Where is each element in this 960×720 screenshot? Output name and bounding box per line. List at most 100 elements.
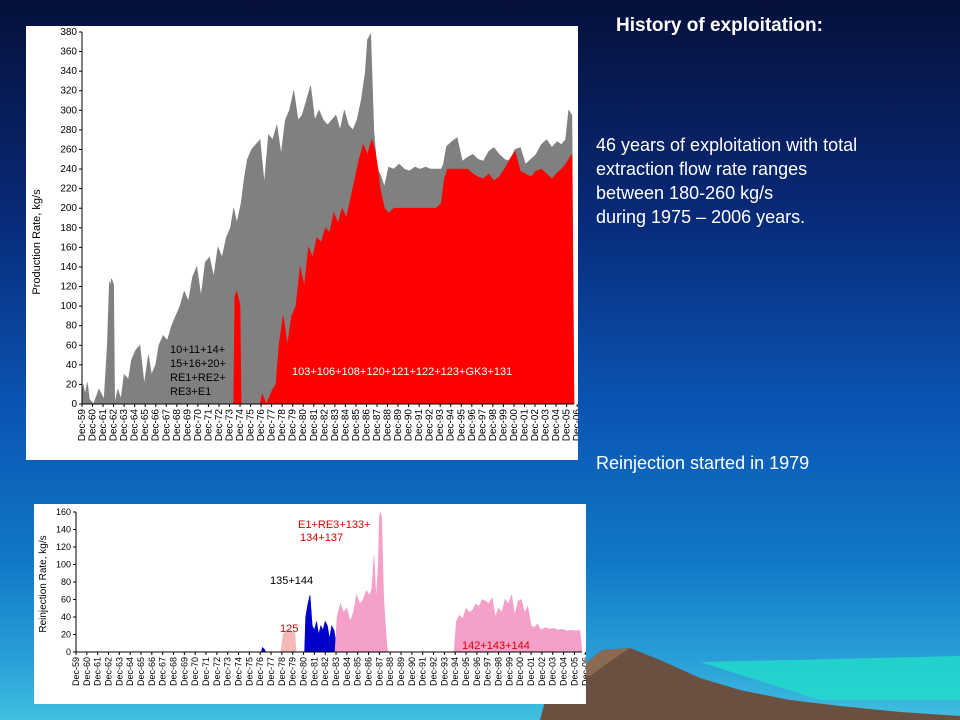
x-tick-label: Dec-80 bbox=[298, 409, 309, 442]
production-rate-chart: 0 20 40 60 80 100 120 140 160 180 200 220 240 260 280 3… bbox=[31, 27, 578, 442]
x-tick-label: Dec-70 bbox=[190, 657, 200, 686]
y-axis-label: Production Rate, kg/s bbox=[31, 189, 43, 295]
x-tick-label: Dec-72 bbox=[212, 657, 222, 686]
y-tick-label: 200 bbox=[60, 203, 77, 214]
x-tick-label: Dec-64 bbox=[130, 409, 141, 442]
x-tick-label: Dec-78 bbox=[277, 657, 287, 686]
mountain-silhouette bbox=[540, 648, 960, 720]
mountain-highlight bbox=[575, 648, 630, 676]
x-tick-label: Dec-60 bbox=[82, 657, 92, 686]
y-tick-label: 40 bbox=[66, 360, 78, 371]
x-tick-label: Dec-75 bbox=[246, 409, 257, 442]
x-tick-label: Dec-77 bbox=[266, 657, 276, 686]
x-tick-label: Dec-62 bbox=[109, 409, 120, 442]
y-tick-label: 0 bbox=[71, 399, 77, 410]
y-tick-label: 40 bbox=[61, 612, 71, 622]
y-tick-label: 120 bbox=[56, 542, 71, 552]
description-line: between 180-260 kg/s bbox=[596, 183, 774, 203]
y-tick-label: 280 bbox=[60, 125, 77, 136]
chart-annotation-wells-legacy: 15+16+20+ bbox=[170, 358, 226, 370]
x-tick-label: Dec-98 bbox=[488, 409, 499, 442]
x-tick-label: Dec-84 bbox=[340, 409, 351, 442]
y-tick-label: 100 bbox=[60, 301, 77, 312]
x-tick-label: Dec-06 bbox=[580, 657, 586, 686]
x-tick-label: Dec-65 bbox=[140, 409, 151, 442]
x-tick-label: Dec-74 bbox=[235, 409, 246, 442]
y-tick-label: 100 bbox=[56, 560, 71, 570]
x-tick-label: Dec-71 bbox=[201, 657, 211, 686]
x-tick-label: Dec-92 bbox=[429, 657, 439, 686]
x-tick-label: Dec-63 bbox=[119, 409, 130, 442]
x-tick-label: Dec-76 bbox=[256, 409, 267, 442]
x-tick-label: Dec-69 bbox=[182, 409, 193, 442]
y-tick-label: 340 bbox=[60, 66, 77, 77]
chart-annotation-well-125: 125 bbox=[280, 623, 298, 635]
x-tick-label: Dec-61 bbox=[98, 409, 109, 442]
x-tick-label: Dec-97 bbox=[483, 657, 493, 686]
x-tick-label: Dec-88 bbox=[385, 657, 395, 686]
x-tick-label: Dec-81 bbox=[309, 657, 319, 686]
y-tick-label: 20 bbox=[66, 379, 78, 390]
x-tick-label: Dec-93 bbox=[439, 657, 449, 686]
x-tick-label: Dec-71 bbox=[203, 409, 214, 442]
x-tick-label: Dec-82 bbox=[320, 657, 330, 686]
x-tick-label: Dec-95 bbox=[461, 657, 471, 686]
x-tick-label: Dec-86 bbox=[362, 409, 373, 442]
reinjection-note: Reinjection started in 1979 bbox=[596, 453, 810, 473]
x-tick-label: Dec-73 bbox=[225, 409, 236, 442]
x-tick-label: Dec-80 bbox=[299, 657, 309, 686]
x-tick-label: Dec-99 bbox=[498, 409, 509, 442]
x-tick-label: Dec-67 bbox=[158, 657, 168, 686]
x-tick-label: Dec-66 bbox=[151, 409, 162, 442]
sea-strip bbox=[700, 656, 960, 700]
x-tick-label: Dec-97 bbox=[477, 409, 488, 442]
y-tick-label: 240 bbox=[60, 164, 77, 175]
x-tick-label: Dec-93 bbox=[435, 409, 446, 442]
y-tick-label: 60 bbox=[66, 340, 78, 351]
x-tick-label: Dec-05 bbox=[569, 657, 579, 686]
x-tick-label: Dec-02 bbox=[530, 409, 541, 442]
description-line: 46 years of exploitation with total bbox=[596, 135, 858, 155]
y-tick-label: 160 bbox=[60, 242, 77, 253]
chart-annotation-wells-legacy: RE1+RE2+ bbox=[170, 372, 226, 384]
chart-annotation-wells-new: 103+106+108+120+121+122+123+GK3+131 bbox=[292, 366, 512, 378]
y-tick-label: 160 bbox=[56, 507, 71, 517]
x-tick-label: Dec-87 bbox=[374, 657, 384, 686]
x-tick-label: Dec-94 bbox=[450, 657, 460, 686]
x-tick-label: Dec-90 bbox=[404, 409, 415, 442]
y-tick-label: 80 bbox=[66, 321, 78, 332]
x-tick-label: Dec-73 bbox=[223, 657, 233, 686]
x-tick-label: Dec-01 bbox=[526, 657, 536, 686]
description-line: during 1975 – 2006 years. bbox=[596, 207, 806, 227]
x-tick-label: Dec-72 bbox=[214, 409, 225, 442]
y-tick-label: 260 bbox=[60, 144, 77, 155]
x-tick-label: Dec-92 bbox=[425, 409, 436, 442]
x-tick-label: Dec-83 bbox=[331, 657, 341, 686]
chart-annotation-wells-135: 135+144 bbox=[270, 575, 313, 587]
x-tick-label: Dec-79 bbox=[288, 409, 299, 442]
x-tick-label: Dec-68 bbox=[169, 657, 179, 686]
x-tick-label: Dec-76 bbox=[255, 657, 265, 686]
x-tick-label: Dec-98 bbox=[494, 657, 504, 686]
x-tick-label: Dec-03 bbox=[541, 409, 552, 442]
x-tick-label: Dec-94 bbox=[446, 409, 457, 442]
y-tick-label: 80 bbox=[61, 577, 71, 587]
chart-annotation-wells-e1: E1+RE3+133+ bbox=[298, 519, 370, 531]
x-tick-label: Dec-84 bbox=[342, 657, 352, 686]
x-tick-label: Dec-01 bbox=[520, 409, 531, 442]
x-tick-label: Dec-79 bbox=[288, 657, 298, 686]
x-tick-label: Dec-70 bbox=[193, 409, 204, 442]
reinjection-chart-panel: 0 20 40 60 80 100 120 140 160 Dec-59 Dec-60 Dec-61 D… bbox=[34, 504, 586, 704]
x-tick-label: Dec-63 bbox=[114, 657, 124, 686]
production-chart-panel: 0 20 40 60 80 100 120 140 160 180 200 220 240 260 280 3… bbox=[26, 26, 578, 460]
y-tick-label: 320 bbox=[60, 86, 77, 97]
x-tick-label: Dec-99 bbox=[504, 657, 514, 686]
x-tick-label: Dec-66 bbox=[147, 657, 157, 686]
x-tick-label: Dec-77 bbox=[267, 409, 278, 442]
x-tick-label: Dec-59 bbox=[71, 657, 81, 686]
x-tick-label: Dec-85 bbox=[353, 657, 363, 686]
y-tick-label: 180 bbox=[60, 223, 77, 234]
x-tick-label: Dec-75 bbox=[244, 657, 254, 686]
